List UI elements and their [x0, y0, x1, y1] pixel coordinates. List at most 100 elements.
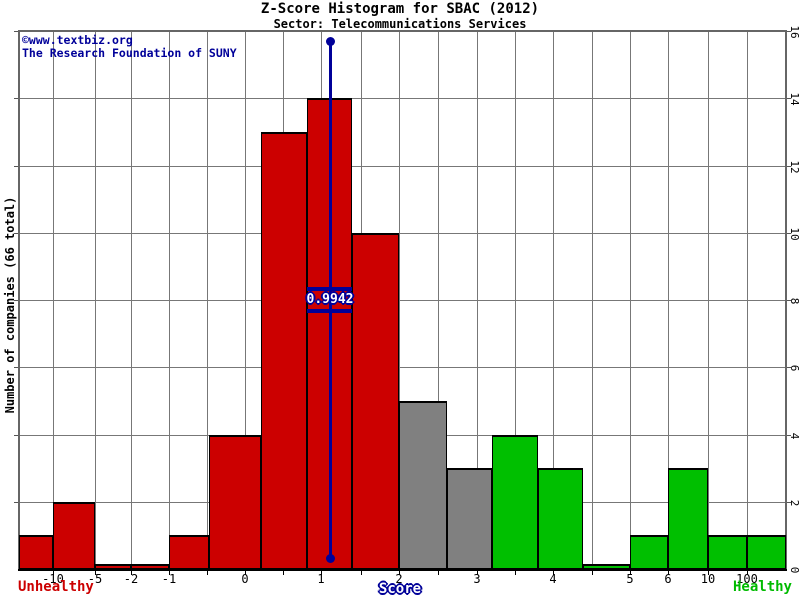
x-tick-mark [747, 571, 748, 575]
marker-dot-top [325, 37, 335, 46]
x-tick-label: 1 [317, 572, 325, 586]
y-tick-mark-left [14, 367, 19, 369]
chart-subtitle: Sector: Telecommunications Services [273, 17, 527, 31]
gridline-vertical [515, 31, 516, 569]
x-tick-label: 0 [241, 572, 249, 586]
gridline-vertical [207, 31, 208, 569]
y-tick-mark-right [786, 98, 791, 100]
zscore-marker-value: 0.9942 [306, 292, 354, 307]
x-tick-mark [169, 571, 170, 575]
gridline-vertical [630, 31, 631, 569]
gridline-vertical [169, 31, 170, 569]
y-tick-mark-left [14, 31, 19, 32]
y-tick-mark-left [14, 434, 19, 436]
x-tick-label: 100 [736, 572, 758, 586]
histogram-bar [169, 535, 209, 570]
y-tick-mark-right [786, 300, 791, 301]
histogram-bar [209, 434, 261, 570]
gridline-horizontal [19, 300, 786, 301]
x-tick-mark [53, 571, 54, 575]
y-tick-label: 10 [788, 227, 800, 241]
gridline-vertical [245, 31, 246, 569]
x-tick-mark [592, 571, 593, 575]
watermark-line-2: The Research Foundation of SUNY [22, 46, 237, 60]
y-tick-label: 16 [788, 25, 800, 39]
gridline-vertical [131, 31, 132, 569]
histogram-bar [492, 434, 538, 570]
marker-crossbar-lower [307, 309, 352, 313]
x-tick-mark [131, 571, 132, 575]
watermark-line-1: ©www.textbiz.org [22, 33, 133, 47]
y-tick-mark-right [786, 367, 791, 369]
plot-border-right [785, 30, 787, 570]
marker-crossbar-upper [307, 287, 352, 291]
marker-line [329, 38, 332, 561]
histogram-bar [747, 535, 786, 570]
y-tick-mark-left [14, 165, 19, 167]
y-tick-label: 12 [788, 159, 800, 174]
x-tick-label: -5 [87, 572, 103, 586]
x-tick-mark [708, 571, 709, 575]
gridline-horizontal [19, 232, 786, 234]
x-axis-title: Score [378, 581, 422, 597]
gridline-horizontal [19, 367, 786, 369]
x-tick-label: -2 [123, 572, 139, 586]
histogram-bar [261, 131, 307, 570]
x-tick-mark [283, 571, 284, 575]
y-tick-mark-right [786, 31, 791, 32]
histogram-bar [399, 400, 447, 570]
x-tick-mark [630, 571, 631, 575]
x-tick-mark [668, 571, 669, 575]
x-tick-mark [477, 571, 478, 575]
x-tick-mark [515, 571, 516, 575]
x-tick-mark [245, 571, 246, 575]
gridline-horizontal [19, 98, 786, 100]
y-tick-label: 4 [788, 432, 800, 439]
y-tick-mark-left [14, 232, 19, 234]
y-tick-mark-right [786, 165, 791, 167]
gridline-vertical [592, 31, 593, 569]
y-tick-mark-left [14, 98, 19, 100]
y-tick-mark-right [786, 232, 791, 234]
y-tick-mark-left [14, 501, 19, 503]
histogram-bar [630, 535, 668, 570]
histogram-bar [538, 468, 583, 570]
histogram-bar [668, 468, 708, 570]
y-tick-mark-right [786, 501, 791, 503]
x-tick-label: 3 [473, 572, 481, 586]
x-tick-label: 10 [700, 572, 716, 586]
y-tick-mark-right [786, 434, 791, 436]
healthy-zone-label: Healthy [732, 579, 792, 595]
y-tick-label: 6 [788, 364, 800, 372]
marker-dot-bottom [325, 554, 335, 563]
histogram-bar [19, 535, 53, 570]
histogram-bar [53, 501, 95, 570]
x-tick-label: -10 [42, 572, 64, 586]
gridline-vertical [747, 31, 748, 569]
plot-border-top [19, 30, 787, 32]
chart-title: Z-Score Histogram for SBAC (2012) [260, 1, 540, 17]
x-tick-mark [321, 571, 322, 575]
gridline-vertical [477, 31, 478, 569]
x-tick-mark [361, 571, 362, 575]
x-tick-mark [399, 571, 400, 575]
gridline-vertical [668, 31, 669, 569]
gridline-horizontal [19, 165, 786, 167]
gridline-vertical [399, 31, 400, 569]
y-tick-label: 2 [788, 499, 800, 507]
gridline-vertical [708, 31, 709, 569]
histogram-bar [708, 535, 747, 570]
y-tick-mark-left [14, 300, 19, 301]
gridline-vertical [95, 31, 96, 569]
x-tick-mark [438, 571, 439, 575]
y-tick-label: 0 [788, 566, 800, 574]
y-tick-label: 8 [788, 297, 800, 305]
gridline-vertical [53, 31, 54, 569]
x-tick-mark [207, 571, 208, 575]
x-tick-mark [95, 571, 96, 575]
x-tick-label: -1 [161, 572, 177, 586]
gridline-vertical [438, 31, 439, 569]
x-tick-label: 6 [664, 572, 672, 586]
histogram-bar [352, 232, 399, 570]
